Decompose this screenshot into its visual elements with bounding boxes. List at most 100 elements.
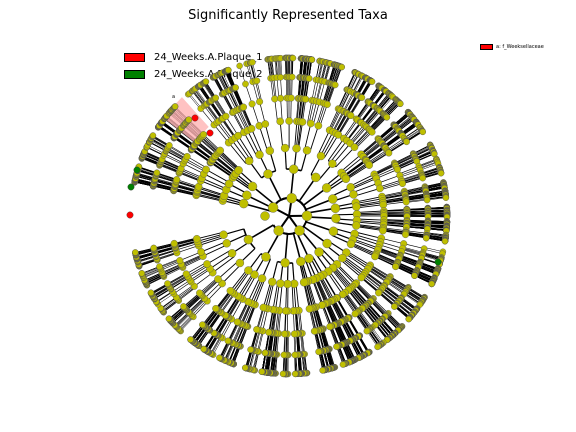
branch-line	[315, 307, 323, 330]
branch-line	[371, 116, 387, 132]
legend-item-plaque-1: 24_Weeks.A.Plaque_1	[124, 49, 263, 66]
branch-line	[218, 152, 239, 171]
branch-line	[383, 219, 407, 222]
branch-line	[161, 161, 181, 170]
branch-line	[274, 333, 278, 355]
branch-line	[374, 164, 396, 176]
branch-line	[373, 298, 389, 314]
branch-line	[200, 137, 219, 153]
figure-title: Significantly Represented Taxa	[188, 8, 388, 23]
branch-line	[226, 91, 237, 111]
branch-line	[357, 311, 371, 330]
branch-line	[331, 268, 349, 291]
branch-line	[382, 230, 406, 235]
branch-line	[396, 158, 416, 168]
branch-line	[182, 256, 204, 267]
branch-line	[356, 212, 384, 215]
branch-line	[153, 243, 175, 250]
branch-line	[383, 199, 406, 204]
branch-line	[217, 317, 230, 336]
branch-line	[164, 153, 184, 164]
branch-line	[264, 123, 273, 151]
branch-line	[383, 219, 407, 221]
branch-line	[386, 282, 405, 295]
branch-line	[175, 181, 199, 190]
branch-line	[202, 135, 220, 152]
branch-line	[351, 286, 368, 305]
branch-line	[312, 279, 323, 306]
branch-line	[332, 268, 351, 290]
branch-line	[228, 90, 238, 110]
branch-line	[325, 83, 333, 104]
branch-line	[376, 252, 398, 263]
branch-line	[355, 283, 373, 301]
branch-line	[334, 112, 347, 134]
branch-line	[333, 299, 345, 321]
branch-line	[303, 282, 310, 309]
branch-line	[209, 101, 222, 120]
branch-line	[377, 248, 400, 258]
branch-line	[179, 171, 202, 181]
branch-line	[177, 286, 195, 300]
branch-line	[401, 175, 422, 182]
branch-line	[374, 165, 396, 176]
branch-line	[307, 100, 313, 123]
branch-line	[335, 113, 349, 134]
branch-line	[159, 163, 180, 173]
branch-line	[225, 295, 239, 316]
branch-line	[233, 111, 245, 133]
branch-line	[174, 239, 198, 246]
branch-line	[240, 302, 251, 324]
branch-line	[382, 192, 405, 198]
taxon-node	[216, 146, 224, 155]
branch-line	[296, 333, 299, 355]
branch-line	[351, 178, 377, 190]
branch-line	[378, 124, 395, 140]
branch-line	[185, 294, 202, 310]
branch-line	[401, 173, 422, 180]
branch-line	[370, 115, 386, 132]
branch-line	[330, 326, 339, 347]
branch-line	[163, 155, 183, 165]
branch-line	[295, 283, 300, 311]
branch-line	[293, 333, 296, 355]
branch-line	[335, 298, 349, 319]
taxon-node	[267, 202, 279, 213]
branch-line	[298, 98, 302, 122]
branch-line	[181, 254, 203, 265]
branch-line	[367, 269, 387, 283]
branch-line	[371, 299, 387, 316]
branch-line	[338, 115, 352, 136]
branch-line	[405, 197, 427, 201]
branch-line	[310, 308, 316, 332]
branch-line	[214, 156, 237, 174]
branch-line	[280, 77, 283, 99]
branch-line	[299, 310, 303, 334]
branch-line	[275, 283, 280, 311]
branch-line	[293, 310, 295, 334]
branch-line	[367, 303, 383, 320]
branch-line	[333, 111, 345, 133]
branch-line	[382, 198, 406, 203]
branch-line	[167, 273, 187, 284]
branch-line	[326, 84, 334, 105]
branch-line	[154, 245, 175, 251]
branch-line	[355, 313, 368, 331]
branch-line	[362, 141, 382, 157]
branch-line	[362, 275, 382, 291]
branch-line	[243, 106, 253, 129]
branch-line	[322, 304, 332, 327]
branch-line	[404, 190, 426, 195]
branch-line	[262, 281, 272, 308]
branch-line	[332, 143, 351, 165]
branch-line	[383, 222, 407, 225]
branch-line	[262, 308, 269, 332]
branch-line	[373, 162, 395, 174]
branch-line	[276, 77, 280, 99]
legend-item-plaque-2: 24_Weeks.A.Plaque_2	[124, 66, 263, 83]
branch-line	[394, 153, 414, 164]
branch-line	[330, 140, 348, 163]
branch-line	[256, 80, 262, 102]
branch-line	[383, 212, 408, 214]
